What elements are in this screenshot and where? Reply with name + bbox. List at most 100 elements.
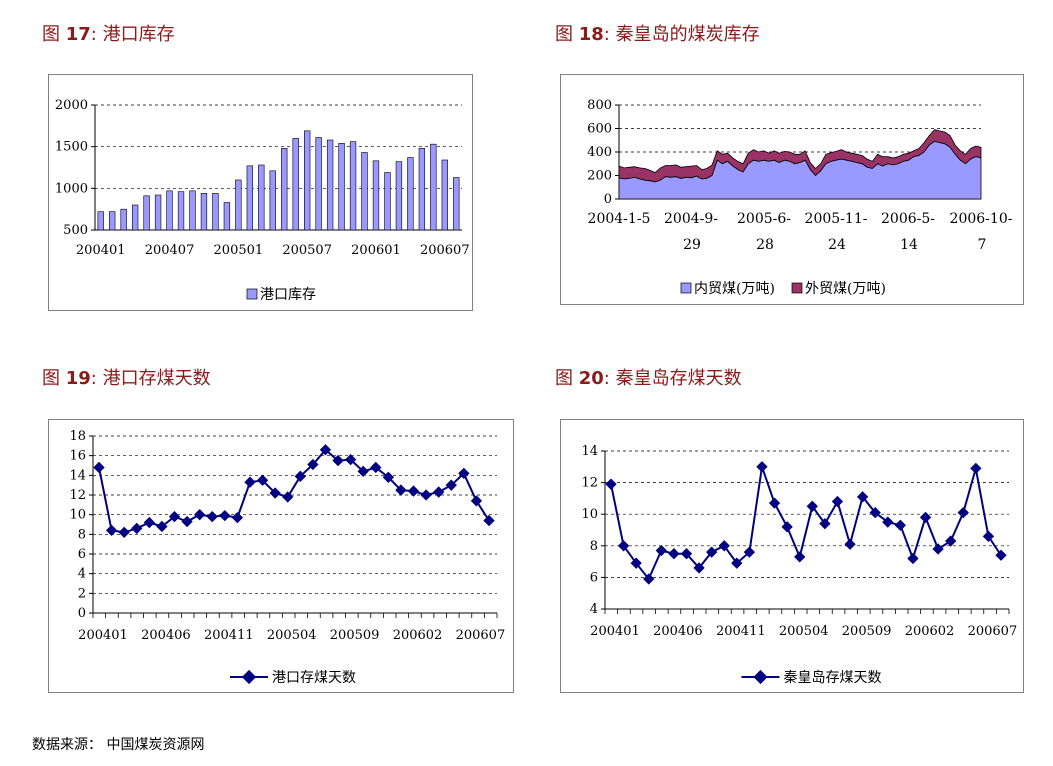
data-point-marker: [982, 530, 995, 542]
figure-prefix: 图: [555, 24, 579, 45]
data-point-marker: [970, 462, 982, 475]
figure-prefix: 图: [555, 368, 579, 389]
x-tick-label: 2006-5-: [881, 211, 935, 227]
legend-label: 内贸煤(万吨): [694, 281, 775, 297]
data-point-marker: [919, 511, 932, 524]
y-tick-label: 12: [581, 476, 598, 491]
chart-port-inventory-svg: 500 1000 1500 2000 200401 200407 200501 200507 2…: [55, 98, 470, 303]
legend-swatch: [246, 288, 258, 300]
data-point-marker: [219, 509, 231, 522]
x-tick-label: 2005-11-: [805, 211, 868, 227]
data-point-marker: [894, 519, 907, 531]
figure-prefix: 图: [42, 368, 66, 389]
figure-prefix: 图: [42, 24, 66, 45]
chart-qinhuangdao-days-svg: 4 6 8 10 12 14 200401 200406 200411 200504 200509 2…: [581, 444, 1017, 686]
x-tick-label: 2004-9-: [664, 211, 718, 227]
data-point-marker: [282, 491, 294, 503]
y-tick-label: 8: [590, 539, 598, 554]
data-point-marker: [168, 510, 181, 523]
y-tick-label: 6: [590, 570, 598, 585]
bar: [212, 193, 219, 231]
x-tick-label: 200401: [78, 628, 128, 643]
bar: [258, 164, 265, 231]
figure-number: 20: [578, 368, 604, 389]
bar: [235, 179, 242, 231]
figure-title-17: 图 17: 港口库存: [42, 20, 175, 46]
data-point-marker: [718, 540, 730, 552]
bar: [143, 195, 150, 231]
y-tick-label: 10: [581, 507, 598, 522]
bar: [131, 204, 139, 231]
figure-number: 18: [578, 24, 604, 45]
legend-label: 港口库存: [260, 287, 316, 303]
data-point-marker: [831, 495, 844, 508]
figure-number: 17: [65, 24, 91, 45]
x-tick-label: 200401: [76, 243, 126, 258]
x-tick-label: 29: [683, 237, 701, 253]
chart-port-inventory: 500 1000 1500 2000 200401 200407 200501 200507 2…: [48, 74, 473, 311]
chart-qinhuangdao-inventory-svg: 0 200 400 600 800 2004-1-5 2004-9- 29 2005-6- 28 2…: [587, 98, 1013, 297]
y-tick-label: 2: [78, 586, 86, 601]
x-tick-label: 200509: [330, 628, 380, 643]
bar: [384, 172, 391, 231]
y-tick-label: 500: [63, 223, 88, 238]
bar: [430, 143, 437, 231]
bar: [372, 160, 380, 231]
data-point-marker: [731, 557, 743, 569]
data-point-marker: [844, 538, 856, 550]
bar: [315, 137, 322, 231]
bar: [269, 170, 276, 231]
bar: [453, 177, 460, 231]
data-point-marker: [957, 506, 969, 519]
data-point-marker: [882, 516, 894, 528]
chart-qinhuangdao-inventory: 0 200 400 600 800 2004-1-5 2004-9- 29 2005-6- 28 2…: [560, 74, 1024, 305]
figure-title-18: 图 18: 秦皇岛的煤炭库存: [555, 20, 760, 46]
x-tick-label: 200406: [653, 624, 703, 639]
bar: [200, 193, 208, 231]
figure-number: 19: [65, 368, 91, 389]
x-tick-label: 7: [978, 237, 987, 253]
data-point-marker: [781, 521, 793, 533]
data-point-marker: [483, 514, 495, 527]
bar: [361, 152, 368, 231]
x-tick-label: 200602: [905, 624, 955, 639]
x-tick-label: 200607: [420, 243, 470, 258]
data-point-marker: [143, 516, 155, 529]
bar: [246, 165, 253, 231]
data-source-note: 数据来源： 中国煤炭资源网: [32, 737, 205, 753]
bar: [154, 194, 162, 231]
bar: [109, 211, 116, 231]
figure-caption: : 秦皇岛存煤天数: [603, 368, 742, 389]
data-point-marker: [945, 535, 957, 547]
bar: [97, 211, 104, 231]
x-tick-label: 24: [828, 237, 846, 253]
data-point-marker: [244, 476, 256, 488]
bar: [177, 191, 185, 231]
bar: [418, 148, 426, 231]
data-point-marker: [294, 470, 306, 482]
y-tick-label: 16: [69, 449, 86, 464]
data-point-marker: [93, 461, 105, 474]
x-tick-label: 200504: [779, 624, 829, 639]
data-point-marker: [131, 522, 143, 535]
bar: [326, 139, 334, 231]
bar: [304, 130, 311, 231]
y-tick-label: 14: [69, 468, 86, 483]
figure-caption: : 秦皇岛的煤炭库存: [603, 24, 760, 45]
data-point-marker: [407, 485, 420, 497]
legend-label: 外贸煤(万吨): [805, 281, 886, 297]
y-tick-label: 200: [587, 169, 612, 184]
y-tick-label: 400: [587, 145, 612, 160]
area-series-domestic: [618, 140, 982, 200]
data-point-marker: [907, 552, 919, 565]
bar: [349, 141, 357, 231]
y-tick-label: 4: [590, 602, 598, 617]
data-point-marker: [231, 511, 244, 524]
chart-qinhuangdao-days: 4 6 8 10 12 14 200401 200406 200411 200504 200509 2…: [560, 419, 1024, 693]
x-tick-label: 200607: [456, 628, 506, 643]
x-tick-label: 200501: [214, 243, 264, 258]
y-tick-label: 8: [78, 527, 86, 542]
bar: [292, 138, 299, 231]
x-tick-label: 200411: [716, 624, 766, 639]
series-line: [610, 466, 1002, 581]
